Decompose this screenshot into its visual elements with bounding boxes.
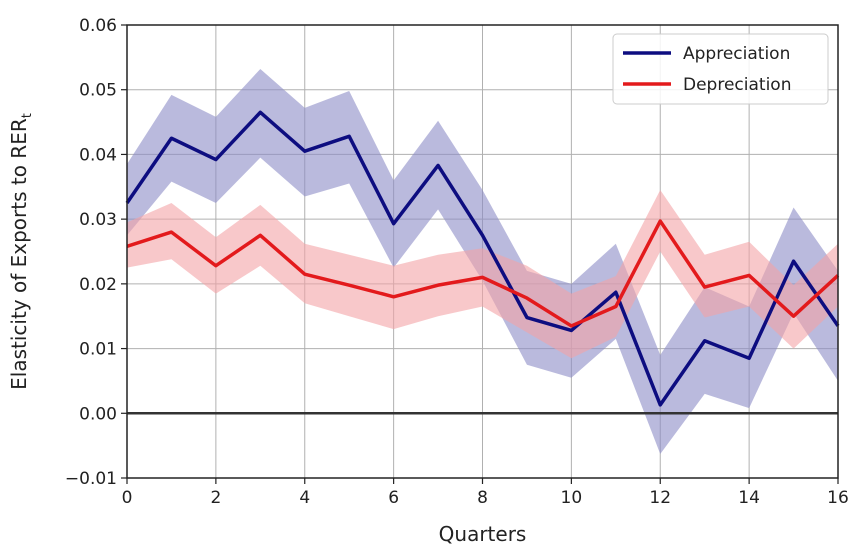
y-axis-title-subscript: t (20, 113, 35, 118)
y-tick-label-2: 0.01 (79, 340, 117, 360)
y-tick-label-4: 0.03 (79, 210, 117, 230)
x-tick-label-3: 6 (388, 488, 399, 508)
line-depreciation (126, 219, 840, 328)
x-tick-label-5: 10 (561, 488, 583, 508)
legend: Appreciation Depreciation (612, 33, 829, 105)
x-tick-label-6: 12 (649, 488, 671, 508)
y-tick-label-1: 0.00 (79, 404, 117, 424)
band-depreciation (127, 190, 838, 359)
x-tick-label-8: 16 (827, 488, 849, 508)
y-tick-label-7: 0.06 (79, 16, 117, 36)
x-tick-label-1: 2 (210, 488, 221, 508)
legend-label-appreciation: Appreciation (683, 44, 790, 64)
line-appreciation (125, 110, 840, 407)
confidence-bands (127, 69, 838, 455)
y-tick-label-0: −0.01 (65, 469, 117, 489)
y-tick-label-5: 0.04 (79, 145, 117, 165)
legend-label-depreciation: Depreciation (683, 75, 791, 95)
x-tick-label-7: 14 (738, 488, 760, 508)
y-axis-ticks: −0.01 0.00 0.01 0.02 0.03 0.04 0.05 0.06 (65, 16, 127, 489)
y-axis-title: Elasticity of Exports to RERt (7, 113, 35, 390)
x-tick-label-4: 8 (477, 488, 488, 508)
x-axis-title: Quarters (439, 522, 527, 544)
x-tick-label-0: 0 (122, 488, 133, 508)
y-axis-title-main: Elasticity of Exports to RER (7, 118, 31, 390)
series-lines (125, 110, 840, 407)
x-tick-label-2: 4 (299, 488, 310, 508)
y-tick-label-3: 0.02 (79, 275, 117, 295)
x-axis-ticks: 0 2 4 6 8 10 12 14 16 (122, 478, 849, 508)
y-tick-label-6: 0.05 (79, 81, 117, 101)
